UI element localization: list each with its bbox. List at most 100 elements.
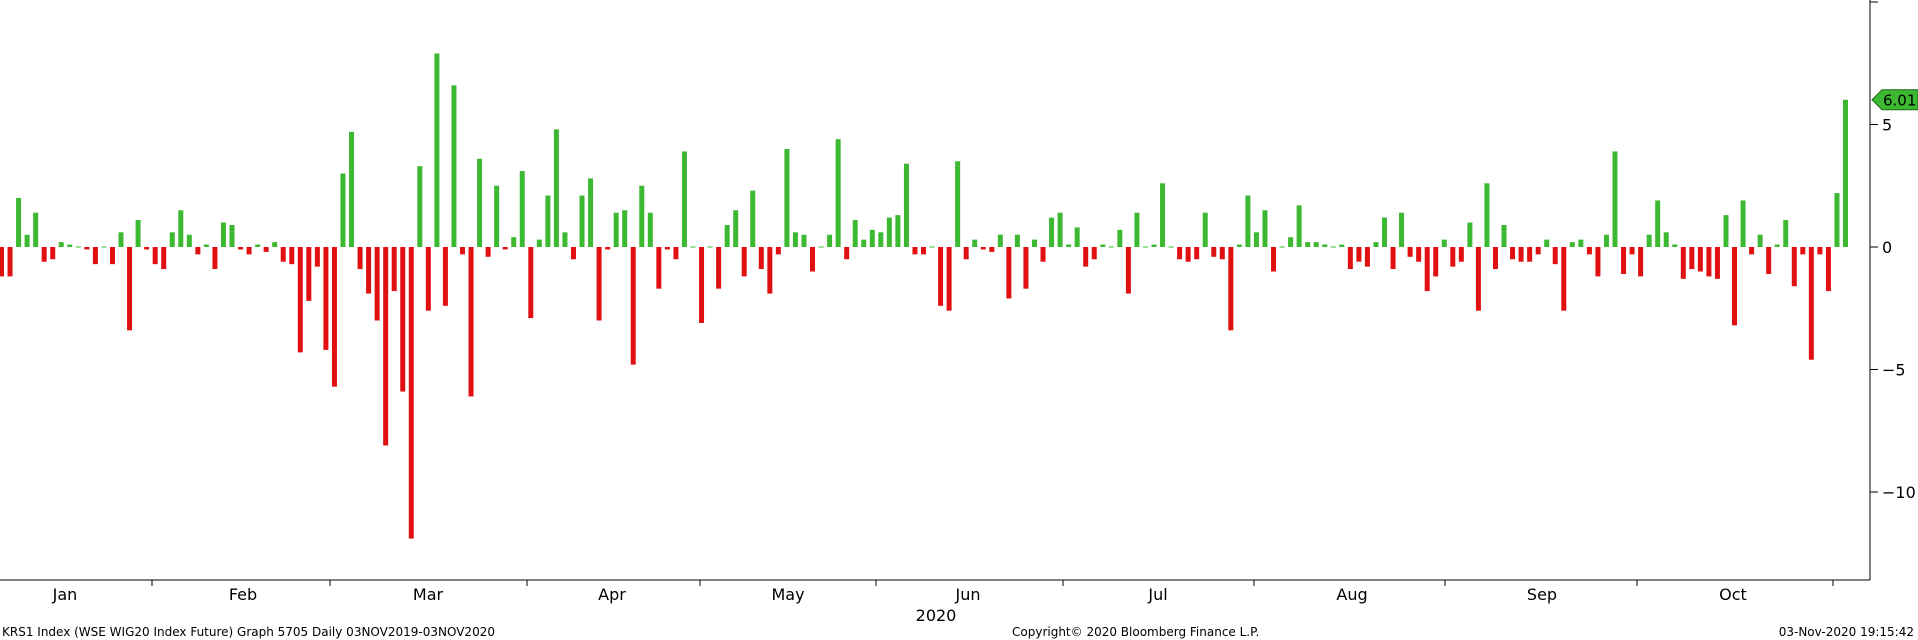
bar bbox=[1202, 212, 1208, 247]
bar bbox=[1834, 193, 1840, 247]
bar bbox=[400, 247, 406, 392]
bar bbox=[323, 247, 329, 350]
bar bbox=[229, 224, 235, 247]
bar bbox=[84, 247, 90, 250]
bar bbox=[1749, 247, 1755, 255]
x-axis-labels: Jan Feb Mar Apr May Jun Jul Aug Sep Oct bbox=[52, 585, 1747, 604]
bar bbox=[528, 247, 534, 319]
bar bbox=[605, 247, 611, 250]
bar bbox=[246, 247, 252, 255]
bar bbox=[1638, 247, 1644, 277]
bar bbox=[878, 232, 884, 247]
bar bbox=[827, 234, 833, 247]
bar bbox=[1774, 244, 1780, 247]
bar bbox=[1697, 247, 1703, 272]
bar bbox=[1305, 242, 1311, 247]
bar bbox=[852, 220, 858, 247]
bar bbox=[1390, 247, 1396, 270]
bar bbox=[1595, 247, 1601, 277]
bar bbox=[1236, 244, 1242, 247]
bar bbox=[314, 247, 320, 267]
bar bbox=[1279, 246, 1285, 248]
bar bbox=[1621, 247, 1627, 274]
bar bbox=[109, 247, 115, 265]
bar bbox=[1142, 246, 1148, 248]
x-tick-label: Apr bbox=[598, 585, 626, 604]
bar bbox=[33, 212, 39, 247]
bar bbox=[203, 244, 209, 247]
bar bbox=[460, 247, 465, 255]
bar bbox=[1544, 239, 1550, 247]
bar bbox=[169, 232, 175, 247]
bar bbox=[1382, 217, 1387, 247]
bar bbox=[775, 247, 781, 255]
bar bbox=[1569, 242, 1575, 247]
bar bbox=[485, 247, 491, 257]
last-value-badge-shape bbox=[1871, 89, 1918, 111]
bar bbox=[886, 217, 892, 247]
bar bbox=[1467, 222, 1473, 247]
bar bbox=[50, 247, 56, 260]
bar bbox=[972, 239, 978, 247]
bar bbox=[1100, 244, 1106, 247]
bar bbox=[1185, 247, 1191, 262]
bar bbox=[0, 247, 4, 277]
bar bbox=[127, 247, 133, 331]
bar bbox=[596, 247, 602, 321]
bar bbox=[938, 247, 944, 306]
bars-group bbox=[0, 53, 1848, 539]
bar bbox=[212, 247, 218, 270]
bar bbox=[1825, 247, 1831, 292]
bar bbox=[955, 161, 961, 247]
bar bbox=[579, 195, 585, 247]
bar bbox=[844, 247, 850, 260]
bar bbox=[818, 246, 824, 248]
bar bbox=[1561, 247, 1567, 311]
bar bbox=[639, 185, 645, 247]
bar bbox=[502, 247, 508, 250]
bar bbox=[1151, 244, 1157, 247]
bar bbox=[101, 246, 107, 248]
bar bbox=[75, 246, 81, 248]
bar bbox=[1808, 247, 1814, 360]
x-tick-label: Oct bbox=[1719, 585, 1747, 604]
bar bbox=[1518, 247, 1524, 262]
bar bbox=[1211, 247, 1217, 257]
bar bbox=[1313, 242, 1319, 247]
bar bbox=[1501, 224, 1507, 247]
bar bbox=[1766, 247, 1772, 274]
bar bbox=[1177, 247, 1183, 260]
bar bbox=[186, 234, 192, 247]
bar bbox=[707, 246, 713, 248]
bar bbox=[1296, 205, 1302, 247]
bar bbox=[673, 247, 679, 260]
bar bbox=[1458, 247, 1464, 262]
bar bbox=[1271, 247, 1277, 272]
x-tick-label: May bbox=[771, 585, 804, 604]
bar bbox=[1245, 195, 1251, 247]
bar bbox=[1160, 183, 1166, 247]
bar bbox=[810, 247, 816, 272]
bar bbox=[477, 158, 483, 247]
bar bbox=[562, 232, 568, 247]
bar bbox=[451, 85, 457, 247]
bar bbox=[835, 139, 841, 247]
bar bbox=[1689, 247, 1695, 270]
bar bbox=[903, 163, 909, 247]
bar bbox=[1740, 200, 1746, 247]
x-tick-label: Sep bbox=[1527, 585, 1557, 604]
x-tick-label: Jun bbox=[955, 585, 981, 604]
bar bbox=[1322, 244, 1328, 247]
bar bbox=[1117, 229, 1123, 247]
bar bbox=[1655, 200, 1661, 247]
x-tick-label: Feb bbox=[229, 585, 257, 604]
bar bbox=[1373, 242, 1379, 247]
bar bbox=[1714, 247, 1720, 279]
bar bbox=[647, 212, 653, 247]
bar bbox=[468, 247, 474, 397]
bar bbox=[1723, 215, 1729, 247]
bar bbox=[340, 173, 346, 247]
bar bbox=[255, 244, 261, 247]
bar bbox=[630, 247, 636, 365]
bar bbox=[58, 242, 64, 247]
